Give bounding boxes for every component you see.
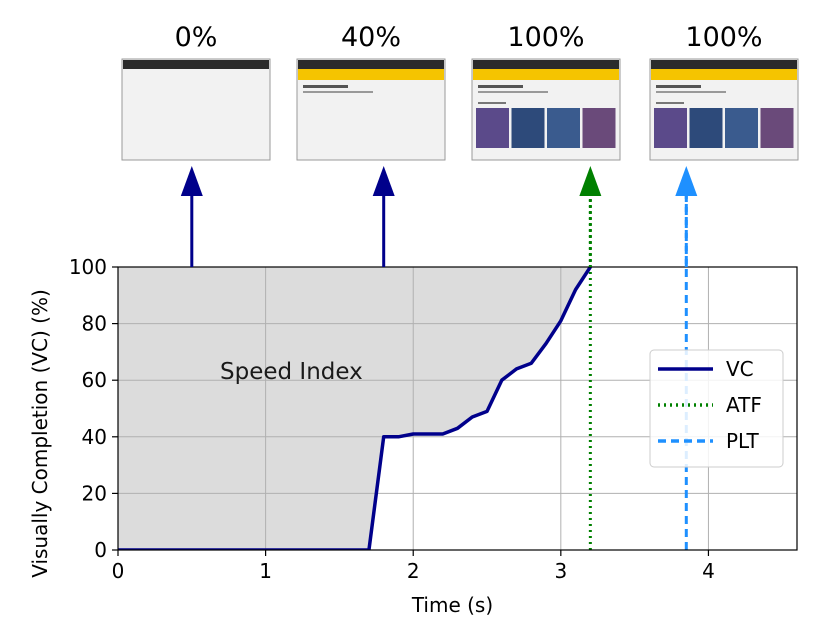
speed-index-area <box>118 267 591 550</box>
site-subtitle <box>478 91 548 93</box>
browser-bar <box>123 60 269 69</box>
site-header <box>298 69 444 80</box>
legend-label: PLT <box>726 429 759 453</box>
deal-image <box>760 108 794 148</box>
legend-box <box>649 349 784 468</box>
site-title <box>478 85 523 88</box>
legend-label: ATF <box>726 393 762 417</box>
x-tick-label: 2 <box>407 559 420 583</box>
y-tick-label: 80 <box>82 312 107 336</box>
snapshot-percent-label: 100% <box>685 22 762 53</box>
plot-frame <box>117 266 798 551</box>
section-title <box>478 102 506 104</box>
site-subtitle <box>656 91 726 93</box>
site-title <box>656 85 701 88</box>
arrow-head <box>372 166 395 196</box>
browser-bar <box>651 60 797 69</box>
deal-image <box>582 108 616 148</box>
page-snapshot-thumbnail <box>649 58 799 161</box>
vc-line <box>118 267 592 550</box>
snapshot-frame <box>121 58 271 161</box>
page-snapshot-thumbnail <box>121 58 271 161</box>
x-tick-label: 0 <box>112 559 125 583</box>
y-tick-label: 40 <box>82 425 107 449</box>
x-tick-label: 3 <box>554 559 567 583</box>
browser-bar <box>298 60 444 69</box>
page-snapshot-thumbnail <box>296 58 446 161</box>
snapshot-percent-label: 100% <box>507 22 584 53</box>
site-header <box>473 69 619 80</box>
arrow-head <box>675 166 698 196</box>
x-axis-label: Time (s) <box>411 593 493 617</box>
x-tick-label: 4 <box>702 559 715 583</box>
deal-image <box>689 108 723 148</box>
legend-label: VC <box>726 357 754 381</box>
y-tick-label: 100 <box>69 255 107 279</box>
deal-image <box>511 108 545 148</box>
speed-index-label: Speed Index <box>220 359 363 385</box>
snapshot-percent-label: 0% <box>175 22 218 53</box>
y-tick-label: 20 <box>82 481 107 505</box>
site-title <box>303 85 348 88</box>
arrow-head <box>180 166 203 196</box>
snapshot-percent-label: 40% <box>341 22 401 53</box>
arrow-head <box>579 166 602 196</box>
site-header <box>651 69 797 80</box>
browser-bar <box>473 60 619 69</box>
vc-series <box>118 267 592 550</box>
deal-image <box>476 108 509 148</box>
page-snapshot-thumbnail <box>471 58 621 161</box>
deal-image <box>547 108 580 148</box>
legend: VC ATF PLT <box>649 349 784 468</box>
site-subtitle <box>303 91 373 93</box>
y-tick-label: 60 <box>82 368 107 392</box>
section-title <box>656 102 684 104</box>
x-tick-label: 1 <box>259 559 272 583</box>
deal-image <box>654 108 687 148</box>
deal-image <box>725 108 758 148</box>
y-tick-label: 0 <box>94 538 107 562</box>
y-axis-label: Visually Completion (VC) (%) <box>28 289 52 578</box>
